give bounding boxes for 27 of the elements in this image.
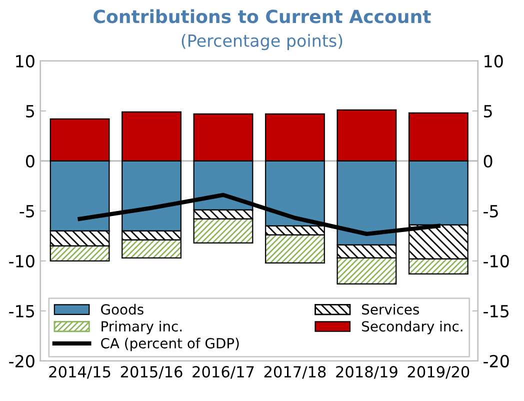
- x-tick-label: 2014/15: [49, 366, 110, 379]
- x-tick-label: 2015/16: [120, 366, 182, 379]
- y-tick-label: -5: [20, 205, 34, 218]
- y2-tick-label: 5: [484, 105, 492, 118]
- legend-label: Secondary inc.: [362, 320, 462, 334]
- chart-title: Contributions to Current Account: [94, 9, 431, 24]
- y2-tick-label: -15: [484, 305, 509, 318]
- legend-label: Goods: [101, 304, 144, 315]
- x-tick-label: 2017/18: [264, 366, 326, 379]
- chart-subtitle: (Percentage points): [182, 34, 342, 50]
- y-tick-label: 10: [16, 54, 34, 68]
- y2-tick-label: 0: [484, 154, 492, 168]
- legend-label: Primary inc.: [102, 320, 182, 334]
- y2-tick-label: -20: [484, 354, 509, 368]
- y2-tick-label: -10: [484, 254, 509, 268]
- legend-label: CA (percent of GDP): [101, 338, 239, 352]
- x-tick-label: 2019/20: [408, 366, 470, 379]
- y2-tick-label: -5: [484, 205, 498, 218]
- x-tick-label: 2018/19: [336, 366, 398, 379]
- y-tick-label: 0: [26, 154, 34, 168]
- y2-tick-label: 10: [484, 54, 503, 68]
- y-tick-label: -15: [9, 305, 34, 318]
- y-tick-label: 5: [26, 105, 34, 118]
- y-tick-label: -10: [9, 254, 34, 268]
- legend-label: Services: [362, 304, 419, 315]
- y-tick-label: -20: [9, 354, 34, 368]
- x-tick-label: 2016/17: [192, 366, 254, 379]
